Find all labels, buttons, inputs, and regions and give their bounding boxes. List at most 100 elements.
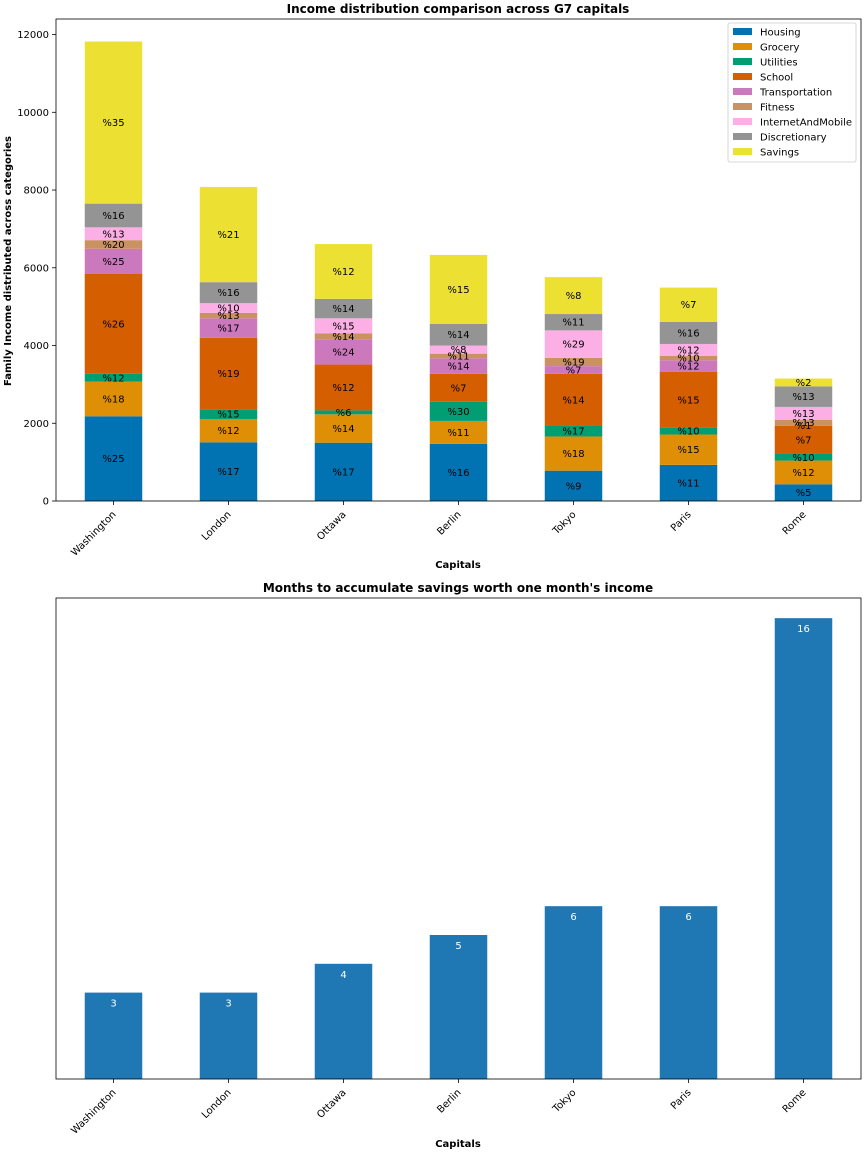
bar-segment-grocery-rome [774,460,833,485]
legend-label-utilities: Utilities [760,58,798,69]
legend-swatch-utilities [733,58,752,65]
x-tick-label-washington: Washington [69,1087,118,1136]
chart1-y-ticks: 0 2000 4000 6000 8000 10000 12000 [17,30,56,508]
segment-label-internetandmobile-rome: %13 [792,409,814,420]
bar-segment-savings-washington [84,41,143,204]
segment-label-savings-washington: %35 [102,118,124,129]
y-tick-label: 10000 [17,108,49,119]
bar-segment-discretionary-berlin [429,323,488,346]
bar-segment-housing-london [199,442,258,501]
month-bar-ottawa [314,963,373,1079]
segment-label-grocery-berlin: %11 [447,428,469,439]
month-bar-label-berlin: 5 [455,941,461,952]
segment-label-grocery-rome: %12 [792,468,814,479]
bar-segment-savings-london [199,186,258,283]
segment-label-school-london: %19 [217,369,239,380]
bar-segment-internetandmobile-ottawa [314,318,373,334]
bar-segment-grocery-berlin [429,420,488,444]
y-tick-label: 6000 [24,263,49,274]
stacked-bar-chart: Income distribution comparison across G7… [3,2,862,571]
bar-segment-grocery-tokyo [544,436,603,471]
x-tick-label-london: London [200,509,234,543]
bar-segment-fitness-ottawa [314,333,373,340]
chart1-y-axis-label: Family Income distributed across categor… [3,136,14,386]
bar-segment-utilities-berlin [429,401,488,421]
segment-label-school-berlin: %7 [451,383,467,394]
bar-segment-housing-ottawa [314,442,373,501]
bar-segment-housing-berlin [429,443,488,501]
legend-swatch-school [733,73,752,80]
segment-label-fitness-paris: %10 [677,354,699,365]
bar-segment-fitness-tokyo [544,357,603,367]
bar-segment-discretionary-london [199,282,258,304]
chart1-x-axis-label: Capitals [435,560,481,571]
month-bar-berlin [429,934,488,1079]
segment-label-school-paris: %15 [677,395,699,406]
y-tick-label: 12000 [17,30,49,41]
bar-segment-utilities-rome [774,453,833,461]
month-bar-washington [84,992,143,1079]
bar-segment-discretionary-rome [774,386,833,407]
bar-segment-school-london [199,337,258,410]
segment-label-discretionary-london: %16 [217,288,239,299]
bar-segment-internetandmobile-rome [774,406,833,420]
x-tick-label-berlin: Berlin [435,509,463,537]
segment-label-discretionary-berlin: %14 [447,330,469,341]
segment-label-fitness-washington: %20 [102,240,124,251]
segment-label-transportation-tokyo: %7 [566,366,582,377]
legend-swatch-fitness [733,103,752,110]
segment-label-internetandmobile-washington: %13 [102,229,124,240]
segment-label-transportation-london: %17 [217,324,239,335]
segment-label-utilities-london: %15 [217,410,239,421]
segment-label-grocery-paris: %15 [677,445,699,456]
segment-label-housing-berlin: %16 [447,468,469,479]
month-bar-label-tokyo: 6 [570,912,576,923]
bar-segment-utilities-paris [659,427,718,435]
segment-label-internetandmobile-london: %10 [217,304,239,315]
bar-segment-savings-tokyo [544,277,603,315]
segment-label-transportation-berlin: %14 [447,362,469,373]
bar-segment-housing-paris [659,464,718,501]
segment-label-housing-washington: %25 [102,454,124,465]
bar-segment-grocery-washington [84,381,143,417]
y-tick-label: 0 [43,497,49,508]
segment-label-utilities-washington: %12 [102,373,124,384]
segment-label-savings-berlin: %15 [447,285,469,296]
bar-segment-grocery-london [199,418,258,443]
bar-segment-housing-washington [84,416,143,501]
segment-label-utilities-ottawa: %6 [336,408,352,419]
bar-segment-utilities-tokyo [544,425,603,437]
segment-label-utilities-tokyo: %17 [562,427,584,438]
x-tick-label-tokyo: Tokyo [550,1087,578,1115]
x-tick-label-ottawa: Ottawa [315,509,348,542]
bar-segment-internetandmobile-berlin [429,345,488,354]
chart1-bars: %25%18%12%26%25%20%13%16%35%17%12%15%19%… [84,41,833,501]
segment-label-transportation-washington: %25 [102,257,124,268]
legend-label-internetandmobile: InternetAndMobile [760,118,852,129]
bar-segment-grocery-paris [659,434,718,465]
x-tick-label-tokyo: Tokyo [550,509,578,537]
segment-label-grocery-london: %12 [217,426,239,437]
chart2-x-axis-label: Capitals [435,1139,481,1150]
legend-swatch-grocery [733,43,752,50]
bar-segment-internetandmobile-washington [84,227,143,241]
segment-label-fitness-ottawa: %14 [332,332,354,343]
segment-label-utilities-rome: %10 [792,453,814,464]
segment-label-utilities-berlin: %30 [447,407,469,418]
segment-label-grocery-tokyo: %18 [562,449,584,460]
segment-label-savings-tokyo: %8 [566,291,582,302]
month-bar-rome [774,618,833,1079]
bar-segment-school-paris [659,371,718,428]
segment-label-grocery-washington: %18 [102,394,124,405]
bar-segment-internetandmobile-london [199,303,258,313]
bar-segment-fitness-london [199,312,258,319]
segment-label-housing-ottawa: %17 [332,467,354,478]
legend-label-savings: Savings [760,148,799,159]
segment-label-fitness-rome: %13 [792,418,814,429]
chart2-x-ticks: Washington London Ottawa Berlin Tokyo Paris Ro… [69,1079,809,1137]
legend-swatch-internetandmobile [733,118,752,125]
segment-label-housing-paris: %11 [677,478,699,489]
month-bar-label-rome: 16 [797,624,810,635]
bar-segment-school-berlin [429,373,488,402]
